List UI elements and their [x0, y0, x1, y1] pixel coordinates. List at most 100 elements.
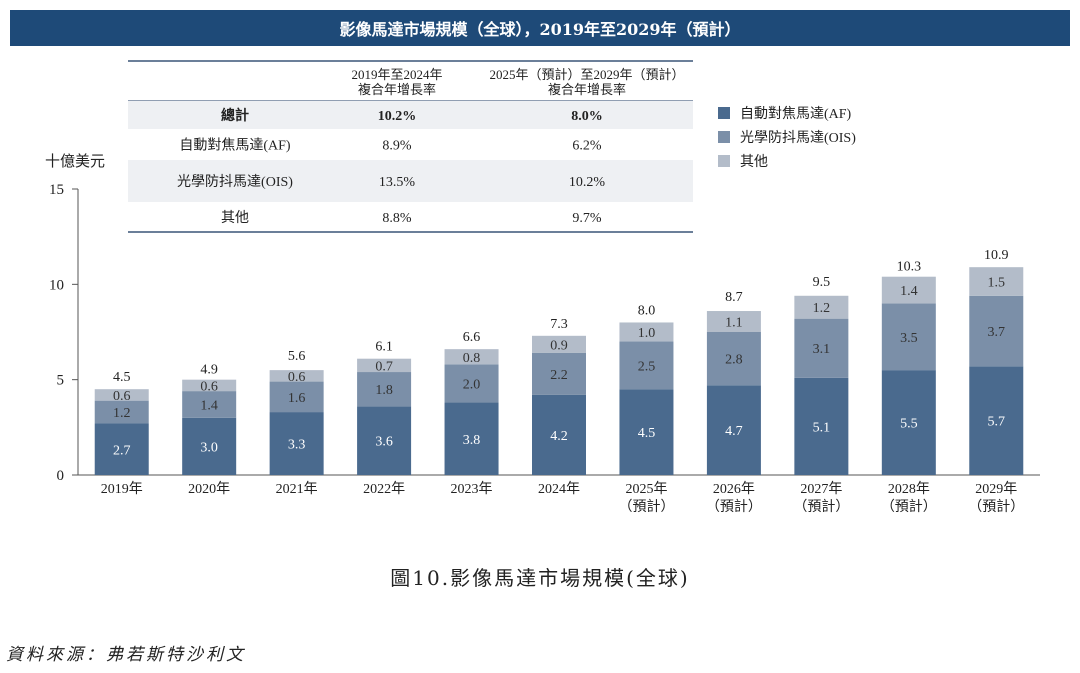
data-label-ois: 3.5 [900, 331, 918, 346]
data-label-af: 2.7 [113, 443, 131, 458]
y-tick-label: 5 [57, 373, 65, 389]
total-label: 8.7 [725, 290, 743, 305]
source-note: 資料來源：弗若斯特沙利文 [6, 645, 246, 665]
y-tick-label: 0 [57, 468, 65, 484]
x-tick-label: 2025年 [625, 481, 667, 497]
legend-label-other: 其他 [740, 154, 768, 170]
bar-segment-ois [532, 352, 586, 395]
table-cagr-2025-2029: 10.2% [569, 175, 606, 190]
data-label-af: 5.1 [813, 420, 831, 435]
x-tick-label: 2027年 [800, 481, 842, 497]
bar-segment-af [94, 423, 149, 475]
legend-swatch-af [718, 107, 730, 119]
bar-segment-ois [969, 295, 1024, 367]
table-header-text: 複合年增長率 [548, 82, 626, 97]
table-header-text: 2025年（預計）至2029年（預計） [489, 67, 684, 82]
data-label-other: 1.5 [988, 275, 1006, 290]
bar-segment-af [969, 366, 1024, 475]
total-label: 8.0 [638, 303, 656, 318]
bar-segment-af [269, 412, 324, 475]
data-label-other: 0.6 [288, 370, 306, 385]
data-label-ois: 1.4 [200, 398, 218, 413]
bar-segment-af [881, 370, 936, 475]
table-cagr-2025-2029: 6.2% [572, 139, 602, 154]
data-label-other: 1.2 [813, 301, 831, 316]
x-tick-label: 2021年 [276, 481, 318, 497]
x-tick-label: （預計） [968, 499, 1024, 515]
data-label-af: 3.3 [288, 438, 306, 453]
data-label-other: 1.1 [725, 316, 743, 331]
table-cagr-2019-2024: 8.9% [382, 139, 412, 154]
bar-segment-af [619, 389, 674, 475]
x-tick-label: 2026年 [713, 481, 755, 497]
data-label-ois: 1.6 [288, 391, 306, 406]
bar-segment-ois [881, 303, 936, 371]
data-label-ois: 2.5 [638, 359, 656, 374]
table-header-text: 複合年增長率 [358, 82, 436, 97]
bar-segment-other [182, 379, 237, 392]
x-tick-label: 2019年 [101, 481, 143, 497]
bar-segment-af [182, 417, 237, 475]
table-row-label: 光學防抖馬達(OIS) [177, 174, 293, 190]
bar-segment-other [969, 267, 1024, 296]
table-row-stripe [128, 101, 693, 129]
data-label-other: 0.6 [113, 389, 131, 404]
total-label: 5.6 [288, 349, 306, 364]
bar-segment-other [444, 349, 499, 365]
data-label-ois: 1.8 [375, 383, 393, 398]
data-label-af: 5.7 [988, 415, 1006, 430]
y-tick-label: 10 [49, 277, 64, 293]
bar-segment-other [794, 295, 849, 319]
data-label-other: 1.0 [638, 326, 656, 341]
total-label: 9.5 [813, 275, 831, 290]
bar-segment-other [881, 276, 936, 304]
data-label-af: 4.2 [550, 429, 568, 444]
data-label-other: 0.8 [463, 351, 481, 366]
data-label-other: 0.7 [375, 359, 393, 374]
bar-segment-other [706, 311, 761, 332]
total-label: 10.3 [897, 260, 922, 275]
bar-segment-ois [706, 332, 761, 386]
x-tick-label: 2028年 [888, 481, 930, 497]
table-cagr-2019-2024: 8.8% [382, 211, 412, 226]
x-tick-label: （預計） [793, 499, 849, 515]
data-label-af: 4.5 [638, 426, 656, 441]
legend-label-ois: 光學防抖馬達(OIS) [740, 130, 856, 146]
data-label-ois: 2.2 [550, 368, 568, 383]
data-label-ois: 1.2 [113, 406, 131, 421]
table-cagr-2025-2029: 9.7% [572, 211, 602, 226]
bar-segment-af [706, 385, 761, 475]
x-tick-label: 2024年 [538, 481, 580, 497]
bar-segment-other [357, 358, 412, 373]
bar-segment-af [357, 406, 412, 475]
bar-segment-ois [444, 364, 499, 403]
bar-segment-ois [357, 372, 412, 407]
table-cagr-2019-2024: 13.5% [379, 175, 416, 190]
table-row-label: 自動對焦馬達(AF) [179, 138, 291, 154]
y-axis-label: 十億美元 [45, 153, 105, 170]
data-label-af: 3.8 [463, 433, 481, 448]
bar-segment-ois [182, 391, 237, 418]
x-tick-label: 2022年 [363, 481, 405, 497]
x-tick-label: （預計） [881, 499, 937, 515]
bar-segment-other [269, 370, 324, 382]
y-tick-label: 15 [49, 182, 64, 198]
bar-segment-af [794, 377, 849, 475]
table-cagr-2019-2024: 10.2% [378, 109, 417, 124]
data-label-ois: 2.0 [463, 377, 481, 392]
total-label: 4.5 [113, 370, 131, 385]
data-label-ois: 3.1 [813, 342, 831, 357]
chart-title-banner: 影像馬達市場規模（全球），2019年至2029年（預計） [10, 10, 1070, 46]
bar-segment-ois [619, 341, 674, 390]
total-label: 7.3 [550, 317, 568, 332]
data-label-af: 5.5 [900, 417, 918, 432]
bar-segment-other [94, 389, 149, 401]
table-cagr-2025-2029: 8.0% [571, 109, 603, 124]
bar-segment-other [532, 335, 586, 353]
x-tick-label: （預計） [618, 499, 674, 515]
data-label-ois: 2.8 [725, 353, 743, 368]
table-row-stripe [128, 160, 693, 202]
data-label-af: 3.6 [375, 435, 393, 450]
x-tick-label: 2029年 [975, 481, 1017, 497]
